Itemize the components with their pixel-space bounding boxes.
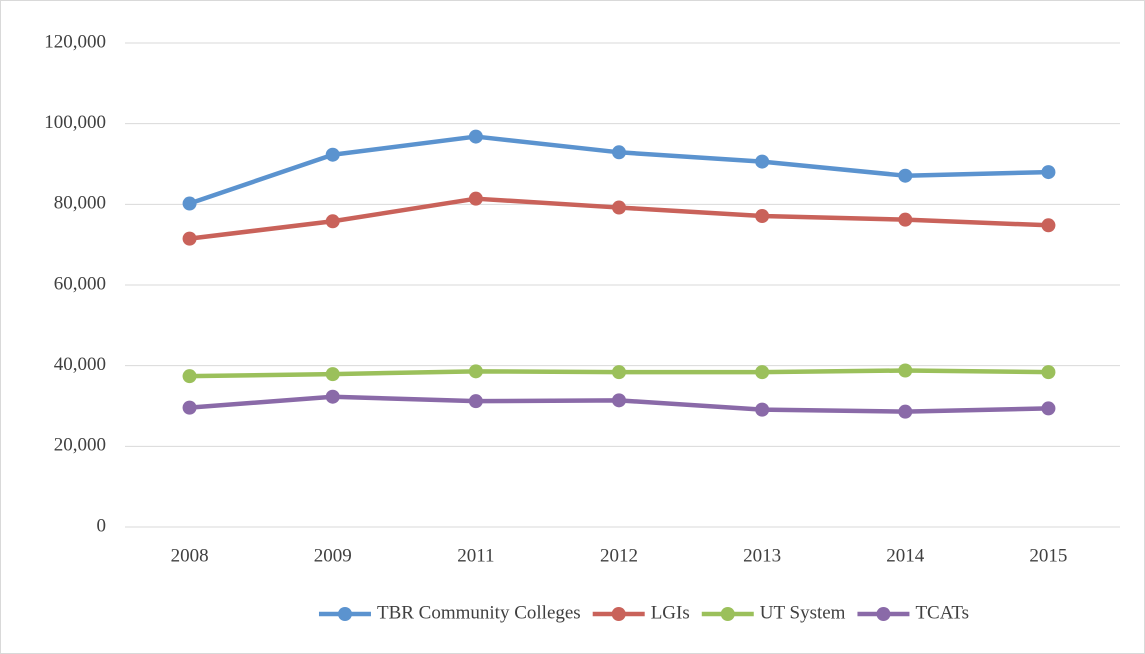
data-point (468, 364, 483, 379)
data-point (468, 394, 483, 409)
data-point (468, 129, 483, 144)
data-point (1041, 365, 1056, 380)
data-point (898, 404, 913, 419)
data-point (182, 231, 197, 246)
data-point (898, 168, 913, 183)
data-point (325, 214, 340, 229)
x-tick-label: 2008 (171, 545, 209, 566)
data-point (325, 389, 340, 404)
x-tick-label: 2012 (600, 545, 638, 566)
x-tick-label: 2013 (743, 545, 781, 566)
legend-label: LGIs (651, 602, 690, 623)
data-point (612, 145, 626, 160)
y-tick-label: 100,000 (44, 112, 106, 133)
legend-label: UT System (760, 602, 846, 623)
x-tick-label: 2014 (886, 545, 925, 566)
legend-marker (611, 607, 626, 621)
data-point (182, 196, 197, 211)
data-point (755, 365, 770, 380)
data-point (1041, 401, 1056, 416)
x-tick-label: 2009 (314, 545, 352, 566)
data-point (182, 400, 197, 415)
data-point (612, 393, 626, 408)
data-point (1041, 218, 1056, 233)
y-tick-label: 40,000 (54, 354, 106, 375)
data-point (1041, 165, 1056, 180)
legend-marker (720, 607, 735, 621)
data-point (755, 154, 770, 169)
y-tick-label: 120,000 (44, 31, 106, 52)
data-point (612, 365, 626, 380)
legend-item: LGIs (592, 602, 690, 623)
legend-label: TCATs (915, 602, 969, 623)
legend-item: TCATs (857, 602, 969, 623)
data-point (612, 200, 626, 215)
data-point (898, 363, 913, 378)
legend-item: TBR Community Colleges (318, 602, 581, 623)
legend-item: UT System (701, 602, 846, 623)
y-tick-label: 20,000 (54, 435, 106, 456)
legend-marker (337, 607, 352, 621)
data-point (325, 147, 340, 162)
legend-label: TBR Community Colleges (377, 602, 581, 623)
legend-marker (876, 607, 891, 621)
data-point (325, 367, 340, 382)
y-tick-label: 0 (97, 515, 107, 536)
y-tick-label: 80,000 (54, 193, 106, 214)
data-point (182, 369, 197, 384)
x-tick-label: 2011 (457, 545, 494, 566)
data-point (898, 212, 913, 227)
x-tick-label: 2015 (1029, 545, 1067, 566)
y-tick-label: 60,000 (54, 273, 106, 294)
data-point (755, 402, 770, 417)
data-point (468, 191, 483, 206)
data-point (755, 209, 770, 224)
